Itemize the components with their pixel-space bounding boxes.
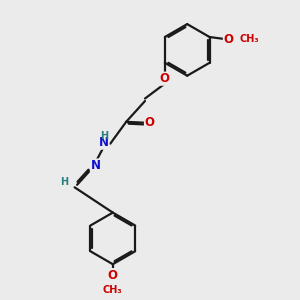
Text: H: H: [61, 177, 69, 187]
Text: CH₃: CH₃: [103, 285, 123, 295]
Text: CH₃: CH₃: [239, 34, 259, 44]
Text: O: O: [145, 116, 154, 129]
Text: N: N: [99, 136, 109, 149]
Text: N: N: [90, 159, 100, 172]
Text: O: O: [224, 33, 233, 46]
Text: O: O: [160, 72, 170, 85]
Text: O: O: [108, 268, 118, 282]
Text: H: H: [100, 131, 108, 141]
